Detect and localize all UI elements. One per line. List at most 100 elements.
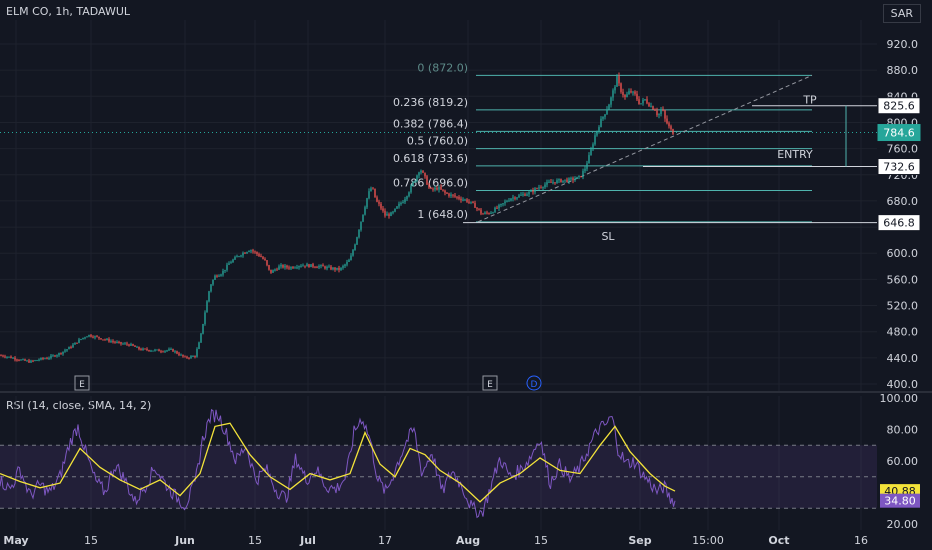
candle-body	[258, 253, 260, 256]
candle-body	[630, 91, 632, 93]
candle-body	[252, 250, 254, 252]
candle-body	[130, 344, 132, 346]
candle-body	[626, 94, 628, 98]
rsi-line	[0, 408, 676, 519]
candle-body	[446, 192, 448, 194]
price-tick-label: 400.0	[887, 378, 919, 391]
candle-body	[122, 343, 124, 345]
candle-body	[478, 208, 480, 210]
candle-body	[522, 194, 524, 196]
candle-body	[32, 360, 34, 362]
candle-body	[540, 187, 542, 189]
candle-body	[166, 350, 168, 352]
candle-body	[456, 196, 458, 198]
time-tick-label: 15	[534, 534, 548, 547]
candle-body	[62, 351, 64, 354]
candle-body	[600, 118, 602, 128]
candle-body	[514, 197, 516, 199]
candle-body	[376, 197, 378, 202]
candle-body	[34, 360, 36, 362]
candle-body	[558, 179, 560, 181]
time-tick-label: Sep	[628, 534, 651, 547]
candle-body	[412, 182, 414, 186]
price-label: 825.6	[883, 100, 915, 113]
candle-body	[208, 291, 210, 302]
candle-body	[568, 178, 570, 182]
candle-body	[420, 170, 422, 173]
time-tick-label: Jul	[299, 534, 316, 547]
candle-body	[592, 144, 594, 150]
price-tick-label: 880.0	[887, 64, 919, 77]
candle-body	[160, 351, 162, 353]
time-tick-label: 15:00	[692, 534, 724, 547]
candle-body	[662, 109, 664, 111]
candle-body	[198, 342, 200, 350]
candle-body	[110, 341, 112, 343]
candle-body	[646, 99, 648, 104]
candle-body	[284, 265, 286, 268]
candle-body	[332, 267, 334, 270]
candle-body	[394, 208, 396, 212]
candle-body	[114, 341, 116, 343]
candle-body	[596, 130, 598, 136]
candle-body	[6, 356, 8, 358]
candle-body	[576, 176, 578, 179]
candle-body	[668, 123, 670, 127]
fib-level-label: 0.382 (786.4)	[393, 117, 468, 130]
candle-body	[180, 354, 182, 356]
candle-body	[200, 333, 202, 343]
candle-body	[404, 199, 406, 203]
candle-body	[360, 221, 362, 230]
candle-body	[400, 202, 402, 204]
candle-body	[38, 359, 40, 361]
candle-body	[570, 178, 572, 180]
candle-body	[292, 267, 294, 269]
candle-body	[498, 205, 500, 209]
candle-body	[486, 212, 488, 214]
candle-body	[220, 274, 222, 276]
candle-body	[372, 188, 374, 190]
candle-body	[440, 187, 442, 190]
candle-body	[184, 356, 186, 358]
candle-body	[108, 339, 110, 342]
candle-body	[598, 127, 600, 131]
rsi-tick-label: 60.00	[887, 455, 919, 468]
candle-body	[142, 348, 144, 351]
candle-body	[354, 244, 356, 251]
candle-body	[488, 213, 490, 215]
rsi-value-box	[880, 493, 920, 508]
candle-body	[96, 336, 98, 338]
candle-body	[640, 103, 642, 105]
candle-body	[238, 256, 240, 258]
candle-body	[134, 345, 136, 347]
candle-body	[144, 348, 146, 350]
candle-body	[658, 113, 660, 116]
annotation-sl: SL	[601, 230, 615, 243]
candle-body	[168, 349, 170, 351]
candle-body	[496, 207, 498, 209]
candle-body	[378, 201, 380, 204]
candle-body	[386, 214, 388, 216]
candle-body	[306, 264, 308, 267]
candle-body	[392, 211, 394, 213]
candle-body	[128, 344, 130, 346]
chart-title: ELM CO, 1h, TADAWUL	[6, 5, 131, 18]
candle-body	[54, 355, 56, 357]
candle-body	[520, 194, 522, 196]
candle-body	[100, 338, 102, 340]
candle-body	[374, 188, 376, 198]
currency-button[interactable]: SAR	[882, 4, 921, 23]
candle-body	[106, 339, 108, 341]
candle-body	[16, 359, 18, 361]
candle-body	[64, 350, 66, 352]
candle-body	[30, 360, 32, 363]
candle-body	[648, 103, 650, 107]
candle-body	[526, 194, 528, 196]
annotation-entry: ENTRY	[777, 148, 813, 161]
candle-body	[508, 200, 510, 202]
candle-body	[528, 191, 530, 195]
rsi-indicator-label: RSI (14, close, SMA, 14, 2)	[6, 399, 152, 412]
candle-body	[246, 252, 248, 254]
candle-body	[260, 255, 262, 258]
